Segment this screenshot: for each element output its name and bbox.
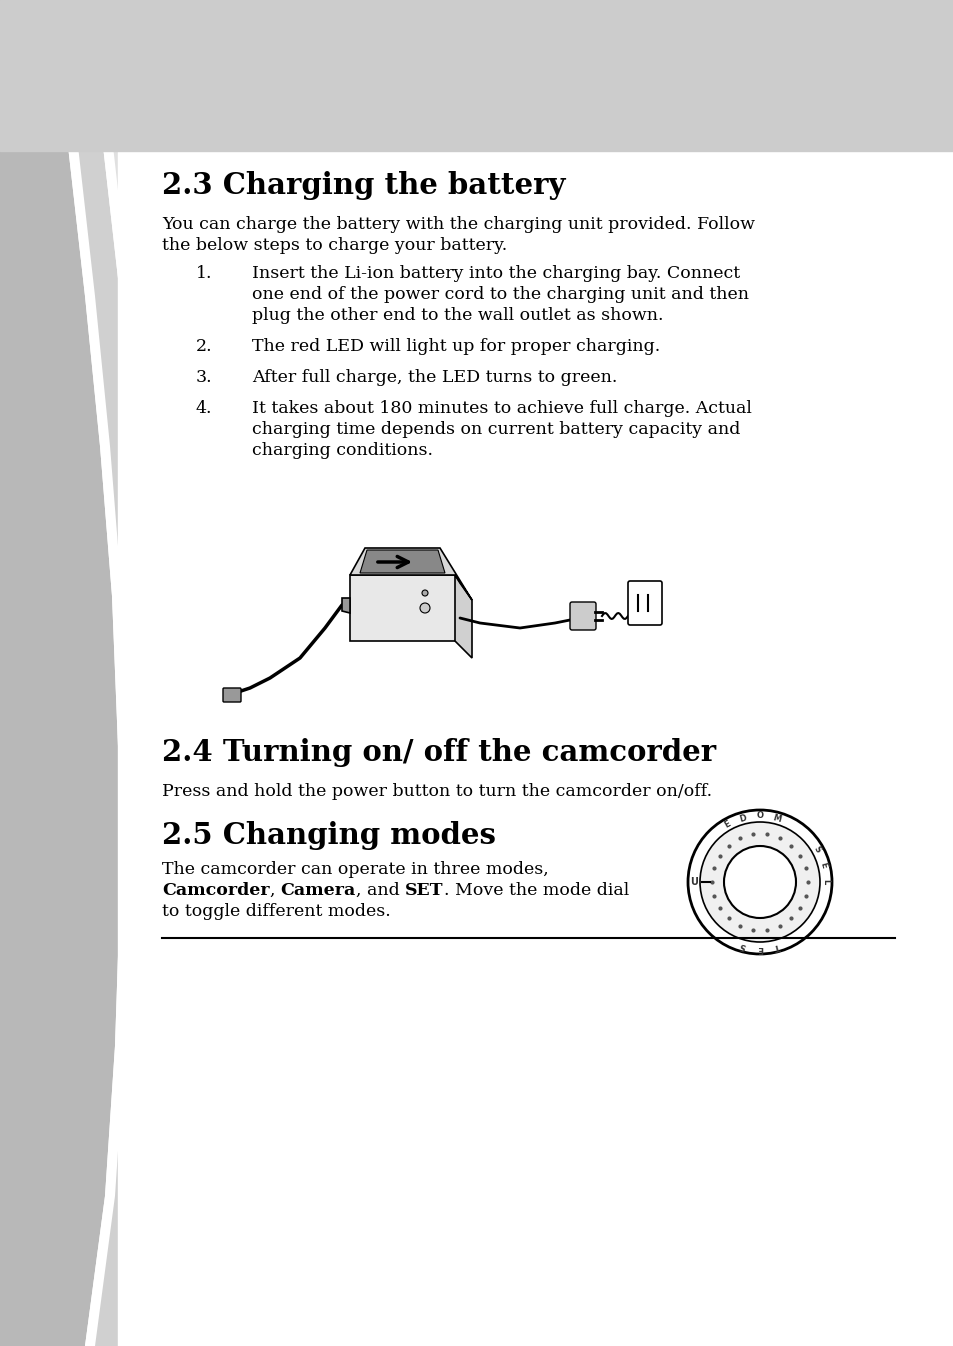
Text: The camcorder can operate in three modes,: The camcorder can operate in three modes… bbox=[162, 861, 548, 878]
Text: D: D bbox=[738, 813, 747, 824]
Polygon shape bbox=[0, 0, 120, 1346]
Text: E: E bbox=[818, 861, 828, 868]
Text: Camera: Camera bbox=[280, 882, 355, 899]
Text: 4.: 4. bbox=[195, 400, 213, 417]
Text: 2.3 Charging the battery: 2.3 Charging the battery bbox=[162, 171, 565, 201]
Polygon shape bbox=[455, 575, 472, 658]
Polygon shape bbox=[359, 551, 444, 573]
Text: plug the other end to the wall outlet as shown.: plug the other end to the wall outlet as… bbox=[252, 307, 662, 324]
FancyBboxPatch shape bbox=[627, 581, 661, 625]
Bar bbox=[118, 0, 953, 1346]
Text: ,: , bbox=[270, 882, 280, 899]
FancyBboxPatch shape bbox=[223, 688, 241, 703]
Polygon shape bbox=[100, 0, 188, 1346]
Text: Camcorder: Camcorder bbox=[162, 882, 270, 899]
Circle shape bbox=[687, 810, 831, 954]
Text: 3.: 3. bbox=[195, 369, 213, 386]
Bar bbox=[0, 0, 953, 145]
Text: SET: SET bbox=[405, 882, 443, 899]
Text: Press and hold the power button to turn the camcorder on/off.: Press and hold the power button to turn … bbox=[162, 783, 711, 800]
Text: charging conditions.: charging conditions. bbox=[252, 441, 433, 459]
Text: L: L bbox=[821, 879, 830, 884]
Circle shape bbox=[419, 603, 430, 612]
Text: 2.5 Changing modes: 2.5 Changing modes bbox=[162, 821, 496, 851]
Polygon shape bbox=[341, 598, 350, 612]
Text: T: T bbox=[772, 941, 781, 950]
Polygon shape bbox=[350, 548, 472, 600]
Text: After full charge, the LED turns to green.: After full charge, the LED turns to gree… bbox=[252, 369, 617, 386]
Text: It takes about 180 minutes to achieve full charge. Actual: It takes about 180 minutes to achieve fu… bbox=[252, 400, 751, 417]
Text: E: E bbox=[721, 820, 731, 830]
Text: U: U bbox=[689, 878, 698, 887]
Polygon shape bbox=[65, 0, 154, 1346]
Text: . Move the mode dial: . Move the mode dial bbox=[443, 882, 628, 899]
Text: to toggle different modes.: to toggle different modes. bbox=[162, 903, 391, 921]
Bar bbox=[170, 0, 953, 145]
Text: S: S bbox=[738, 941, 746, 950]
Circle shape bbox=[421, 590, 428, 596]
Text: 2.4 Turning on/ off the camcorder: 2.4 Turning on/ off the camcorder bbox=[162, 738, 716, 767]
Circle shape bbox=[700, 822, 820, 942]
Circle shape bbox=[723, 847, 795, 918]
Text: 1.: 1. bbox=[195, 265, 213, 283]
Text: E: E bbox=[757, 944, 762, 953]
Polygon shape bbox=[55, 0, 130, 1346]
FancyBboxPatch shape bbox=[569, 602, 596, 630]
Text: , and: , and bbox=[355, 882, 405, 899]
Text: 2.: 2. bbox=[195, 338, 213, 355]
Text: O: O bbox=[756, 812, 762, 821]
Text: You can charge the battery with the charging unit provided. Follow: You can charge the battery with the char… bbox=[162, 215, 754, 233]
Text: one end of the power cord to the charging unit and then: one end of the power cord to the chargin… bbox=[252, 285, 748, 303]
Text: M: M bbox=[771, 813, 781, 824]
Bar bbox=[0, 0, 953, 151]
Polygon shape bbox=[90, 0, 165, 1346]
Text: Insert the Li-ion battery into the charging bay. Connect: Insert the Li-ion battery into the charg… bbox=[252, 265, 740, 283]
Text: The red LED will light up for proper charging.: The red LED will light up for proper cha… bbox=[252, 338, 659, 355]
Text: S: S bbox=[811, 844, 821, 853]
Polygon shape bbox=[350, 575, 459, 641]
Text: charging time depends on current battery capacity and: charging time depends on current battery… bbox=[252, 421, 740, 437]
Text: the below steps to charge your battery.: the below steps to charge your battery. bbox=[162, 237, 507, 254]
